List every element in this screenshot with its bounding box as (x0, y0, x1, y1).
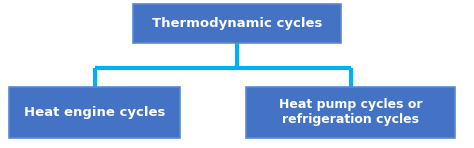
Text: Thermodynamic cycles: Thermodynamic cycles (152, 17, 322, 30)
Text: Heat engine cycles: Heat engine cycles (24, 106, 165, 119)
FancyBboxPatch shape (133, 4, 341, 43)
FancyBboxPatch shape (9, 87, 180, 138)
FancyBboxPatch shape (246, 87, 455, 138)
Text: Heat pump cycles or
refrigeration cycles: Heat pump cycles or refrigeration cycles (279, 98, 422, 127)
